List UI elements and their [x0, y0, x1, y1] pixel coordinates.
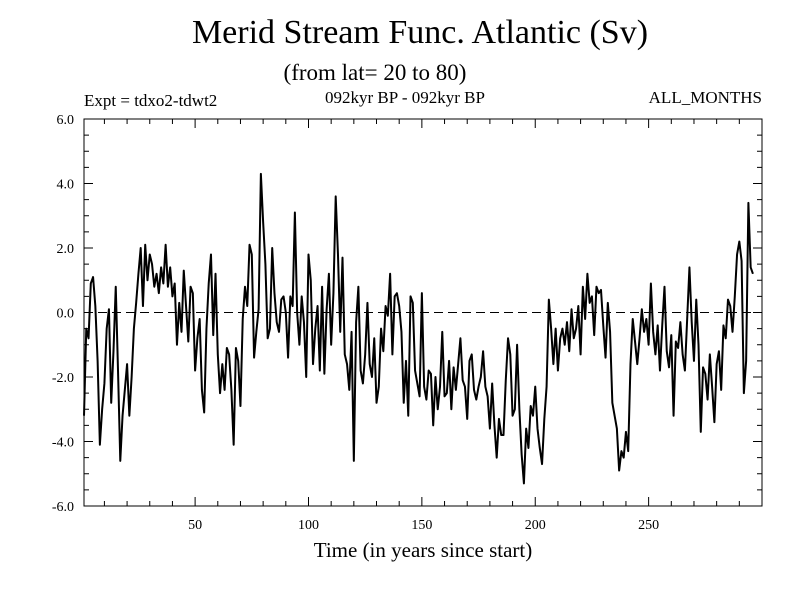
chart-title: Merid Stream Func. Atlantic (Sv) [191, 14, 649, 51]
y-tick-label: -6.0 [52, 500, 74, 515]
experiment-label: Expt = tdxo2-tdwt2 [84, 91, 218, 110]
months-label: ALL_MONTHS [648, 88, 762, 107]
x-axis-label: Time (in years since start) [313, 538, 533, 562]
data-series-line [83, 172, 754, 485]
x-tick-label: 150 [411, 518, 432, 533]
y-tick-label: 0.0 [57, 307, 75, 322]
y-tick-label: 6.0 [57, 113, 75, 128]
y-tick-label: 4.0 [57, 178, 75, 193]
x-tick-label: 250 [638, 518, 659, 533]
x-tick-label: 100 [298, 518, 319, 533]
period-label: 092kyr BP - 092kyr BP [325, 88, 485, 107]
y-tick-label: -4.0 [52, 436, 74, 451]
x-tick-label: 50 [188, 518, 202, 533]
x-tick-label: 200 [525, 518, 546, 533]
y-tick-label: -2.0 [52, 371, 74, 386]
chart-subtitle: (from lat= 20 to 80) [283, 60, 467, 85]
y-tick-label: 2.0 [57, 242, 75, 257]
